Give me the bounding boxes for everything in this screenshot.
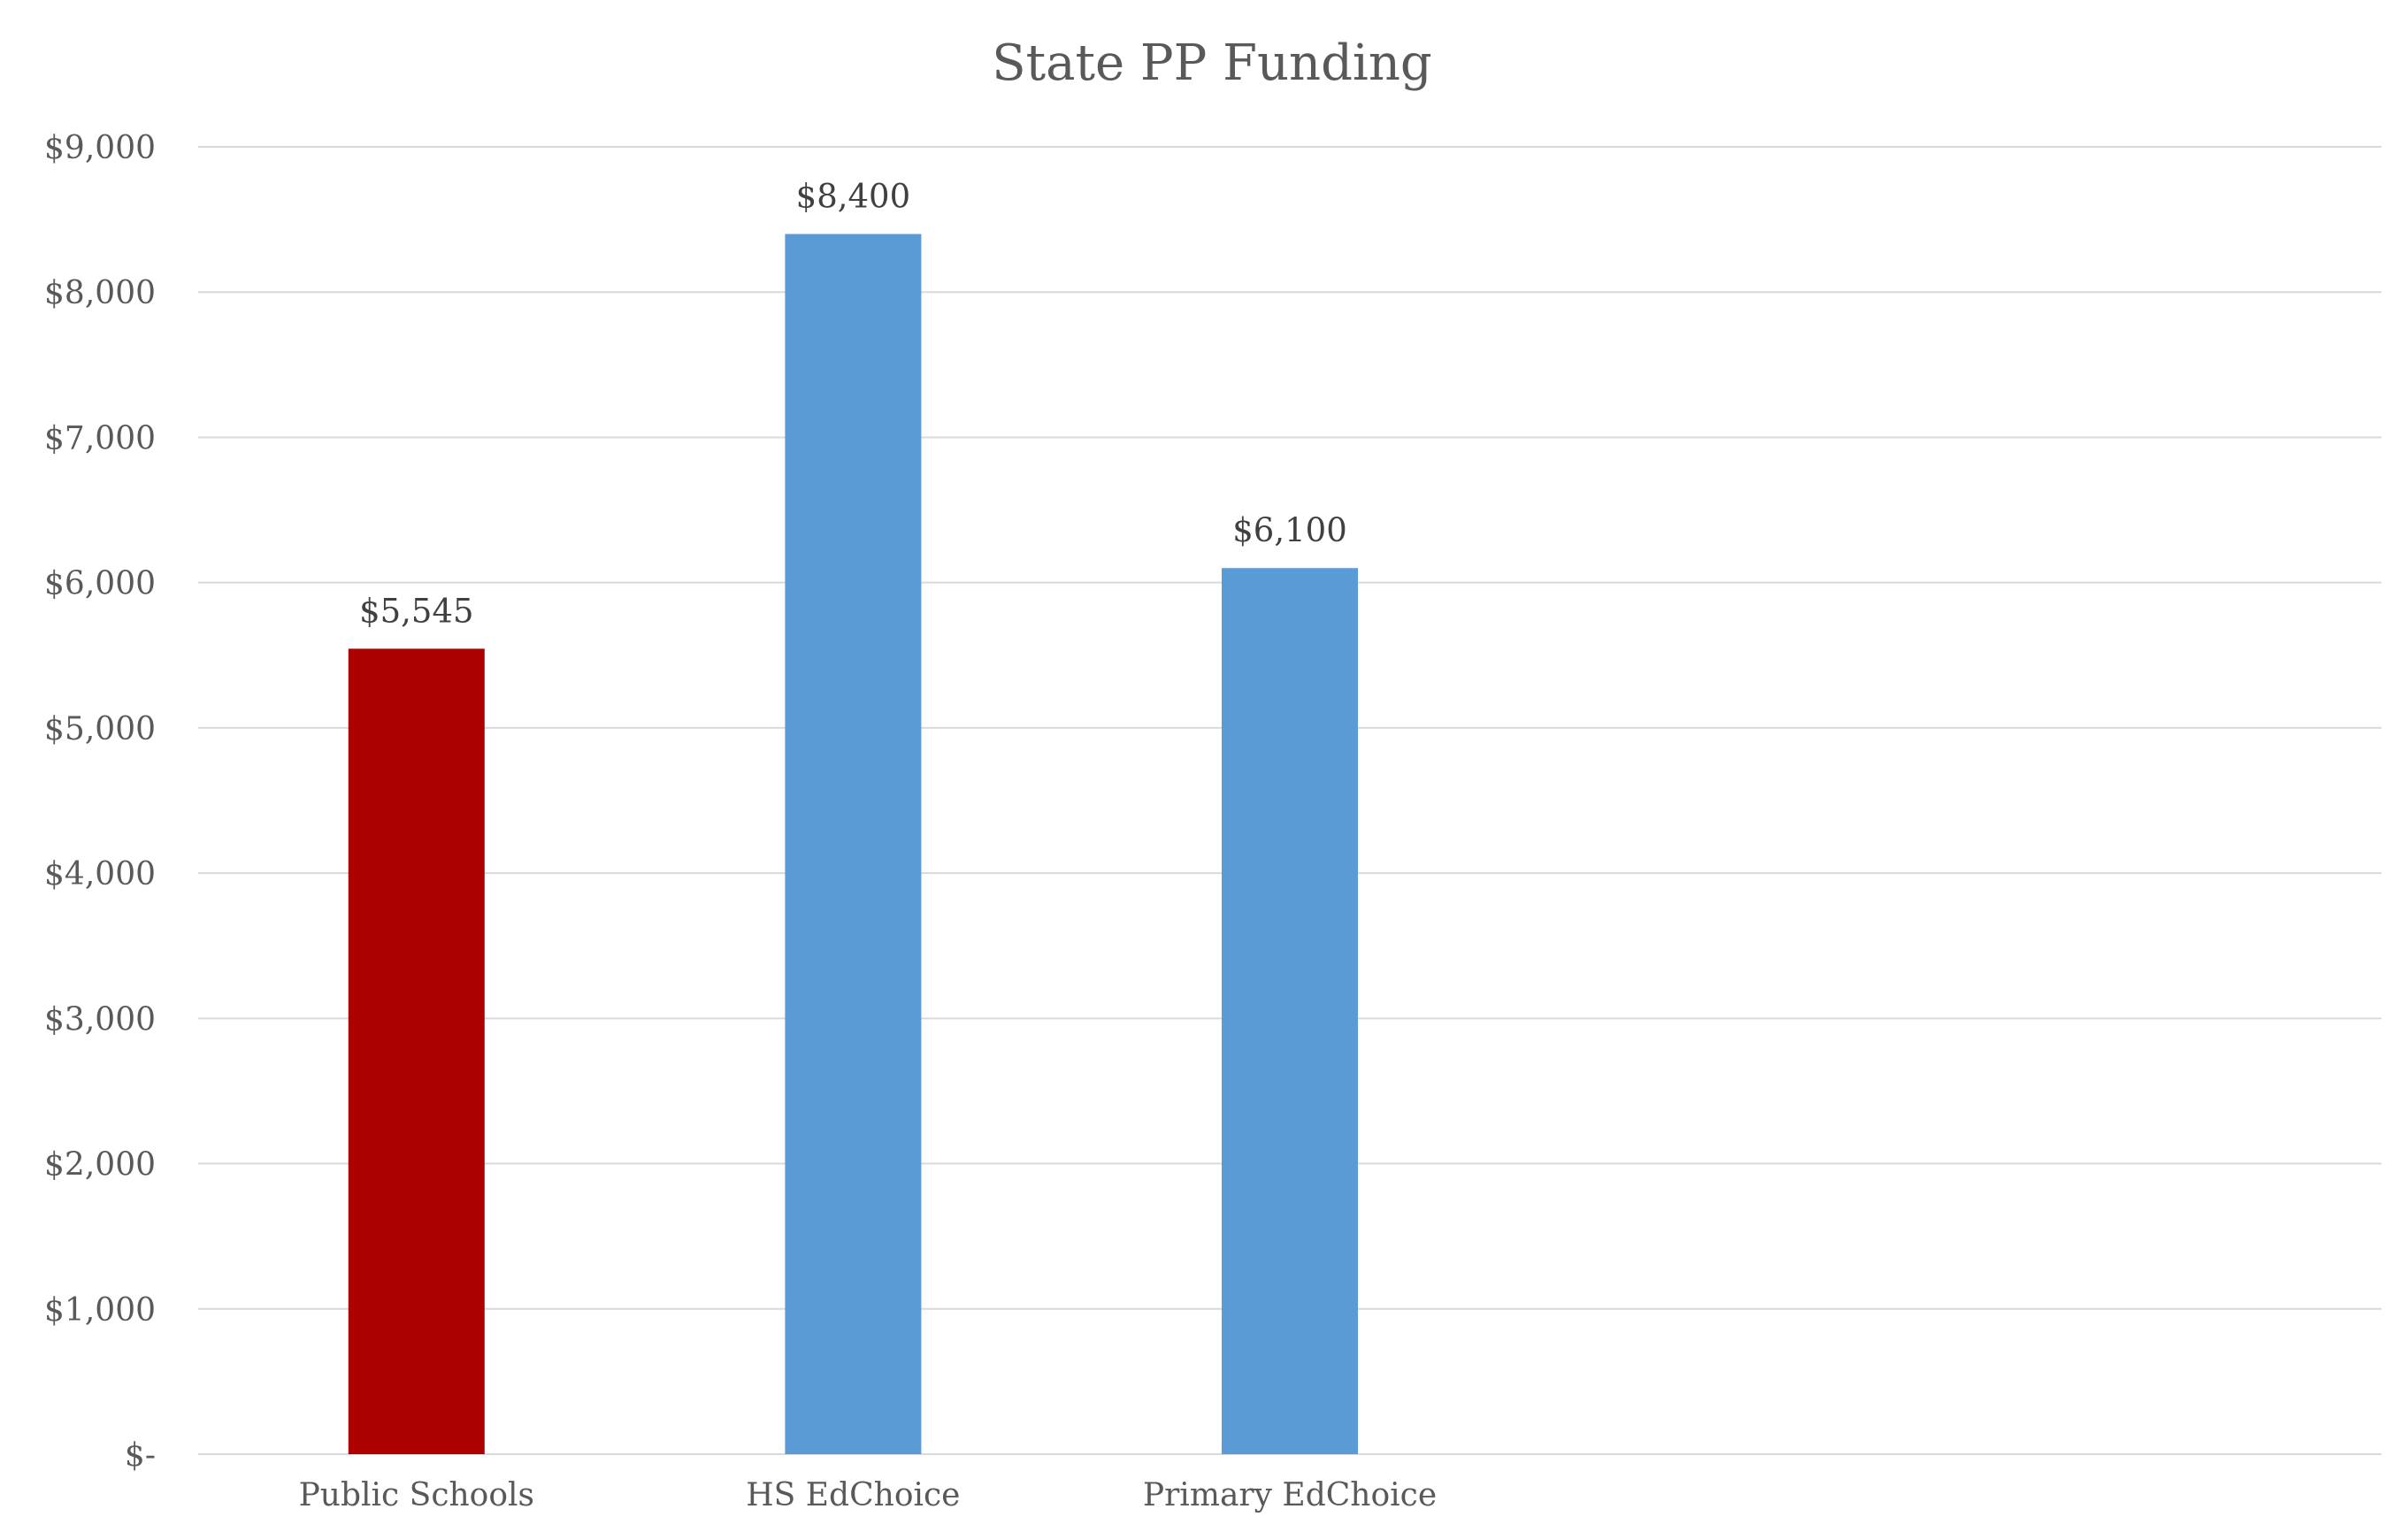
y-tick-label: $7,000 bbox=[44, 420, 156, 456]
y-tick-label: $1,000 bbox=[44, 1292, 156, 1329]
category-label: Primary EdChoice bbox=[1143, 1477, 1437, 1513]
category-label: Public Schools bbox=[299, 1477, 534, 1513]
y-tick-label: $5,000 bbox=[44, 711, 156, 747]
y-tick-label: $9,000 bbox=[44, 130, 156, 166]
y-axis-tick-labels: $- $1,000 $2,000 $3,000 $4,000 $5,000 $6,000 $7… bbox=[44, 130, 156, 1474]
y-tick-label: $8,000 bbox=[44, 275, 156, 311]
y-tick-label: $4,000 bbox=[44, 856, 156, 892]
y-tick-label: $3,000 bbox=[44, 1001, 156, 1038]
bar bbox=[348, 648, 485, 1454]
chart-title: State PP Funding bbox=[992, 34, 1432, 92]
bars bbox=[348, 234, 1358, 1454]
data-label: $8,400 bbox=[796, 178, 910, 216]
y-tick-label: $- bbox=[125, 1437, 156, 1474]
category-label: HS EdChoice bbox=[746, 1477, 960, 1513]
y-tick-label: $6,000 bbox=[44, 566, 156, 602]
data-label: $6,100 bbox=[1232, 511, 1346, 549]
bar bbox=[785, 234, 922, 1454]
data-labels: $5,545 $8,400 $6,100 bbox=[359, 178, 1347, 631]
x-axis-category-labels: Public Schools HS EdChoice Primary EdChoic… bbox=[299, 1477, 1438, 1513]
bar bbox=[1222, 568, 1358, 1454]
y-tick-label: $2,000 bbox=[44, 1147, 156, 1183]
data-label: $5,545 bbox=[359, 592, 473, 630]
